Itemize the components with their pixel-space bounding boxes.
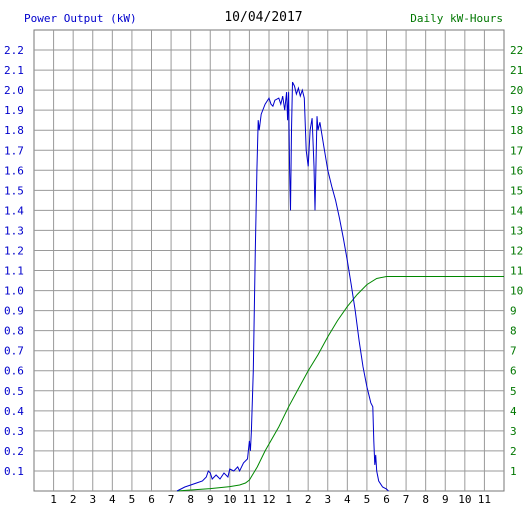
right-tick-label: 3: [510, 425, 517, 438]
left-tick-label: 0.7: [4, 345, 24, 358]
left-axis-title: Power Output (kW): [24, 12, 137, 25]
x-tick-label: 10: [223, 493, 236, 506]
grid-lines: [34, 30, 504, 491]
right-tick-label: 17: [510, 144, 523, 157]
left-tick-label: 0.3: [4, 425, 24, 438]
left-tick-label: 0.6: [4, 365, 24, 378]
right-tick-label: 7: [510, 345, 517, 358]
x-tick-label: 4: [109, 493, 116, 506]
right-tick-label: 14: [510, 204, 524, 217]
left-tick-label: 1.7: [4, 144, 24, 157]
right-tick-label: 2: [510, 445, 517, 458]
right-tick-label: 1: [510, 465, 517, 478]
right-tick-label: 12: [510, 244, 523, 257]
right-tick-label: 22: [510, 44, 523, 57]
x-tick-label: 11: [243, 493, 256, 506]
right-tick-label: 20: [510, 84, 523, 97]
x-tick-label: 3: [324, 493, 331, 506]
right-tick-label: 10: [510, 285, 523, 298]
left-tick-label: 0.5: [4, 385, 24, 398]
left-tick-label: 1.8: [4, 124, 24, 137]
x-tick-label: 6: [148, 493, 155, 506]
right-tick-label: 5: [510, 385, 517, 398]
x-tick-label: 8: [187, 493, 194, 506]
left-axis-ticks: 0.1 0.2 0.3 0.4 0.5 0.6 0.7 0.8 0.9 1.0 1.1 1.2 1.3 1…: [4, 44, 24, 478]
left-tick-label: 1.4: [4, 204, 24, 217]
x-tick-label: 10: [458, 493, 471, 506]
x-tick-label: 1: [285, 493, 292, 506]
x-tick-label: 8: [422, 493, 429, 506]
right-tick-label: 15: [510, 184, 523, 197]
left-tick-label: 1.9: [4, 104, 24, 117]
right-tick-label: 13: [510, 224, 523, 237]
power-line: [176, 81, 389, 492]
left-tick-label: 0.4: [4, 405, 24, 418]
x-tick-label: 4: [344, 493, 351, 506]
right-tick-label: 19: [510, 104, 523, 117]
right-tick-label: 16: [510, 164, 523, 177]
left-tick-label: 1.1: [4, 265, 24, 278]
right-tick-label: 6: [510, 365, 517, 378]
left-tick-label: 0.8: [4, 325, 24, 338]
x-tick-label: 3: [89, 493, 96, 506]
left-tick-label: 0.2: [4, 445, 24, 458]
left-tick-label: 1.6: [4, 164, 24, 177]
left-tick-label: 2.1: [4, 64, 24, 77]
chart-date-title: 10/04/2017: [224, 10, 303, 25]
left-tick-label: 1.0: [4, 285, 24, 298]
x-tick-label: 9: [442, 493, 449, 506]
energy-line: [176, 276, 504, 492]
x-tick-label: 2: [70, 493, 77, 506]
x-tick-label: 5: [129, 493, 136, 506]
x-tick-label: 7: [403, 493, 410, 506]
left-tick-label: 1.2: [4, 244, 24, 257]
right-tick-label: 8: [510, 325, 517, 338]
x-tick-label: 6: [383, 493, 390, 506]
left-tick-label: 1.3: [4, 224, 24, 237]
left-tick-label: 2.0: [4, 84, 24, 97]
right-tick-label: 18: [510, 124, 523, 137]
x-tick-label: 5: [364, 493, 371, 506]
x-axis-ticks: 1 2 3 4 5 6 7 8 9 10 11 12 1 2 3 4 5 6 7 8 9 10 11: [50, 493, 491, 506]
x-tick-label: 2: [305, 493, 312, 506]
right-axis-title: Daily kW-Hours: [410, 12, 503, 25]
right-tick-label: 11: [510, 265, 523, 278]
left-tick-label: 0.9: [4, 305, 24, 318]
right-tick-label: 4: [510, 405, 517, 418]
left-tick-label: 1.5: [4, 184, 24, 197]
x-tick-label: 1: [50, 493, 57, 506]
x-tick-label: 7: [168, 493, 175, 506]
left-tick-label: 0.1: [4, 465, 24, 478]
x-tick-label: 11: [478, 493, 491, 506]
x-tick-label: 9: [207, 493, 214, 506]
x-tick-label: 12: [262, 493, 275, 506]
right-tick-label: 21: [510, 64, 523, 77]
right-tick-label: 9: [510, 305, 517, 318]
left-tick-label: 2.2: [4, 44, 24, 57]
